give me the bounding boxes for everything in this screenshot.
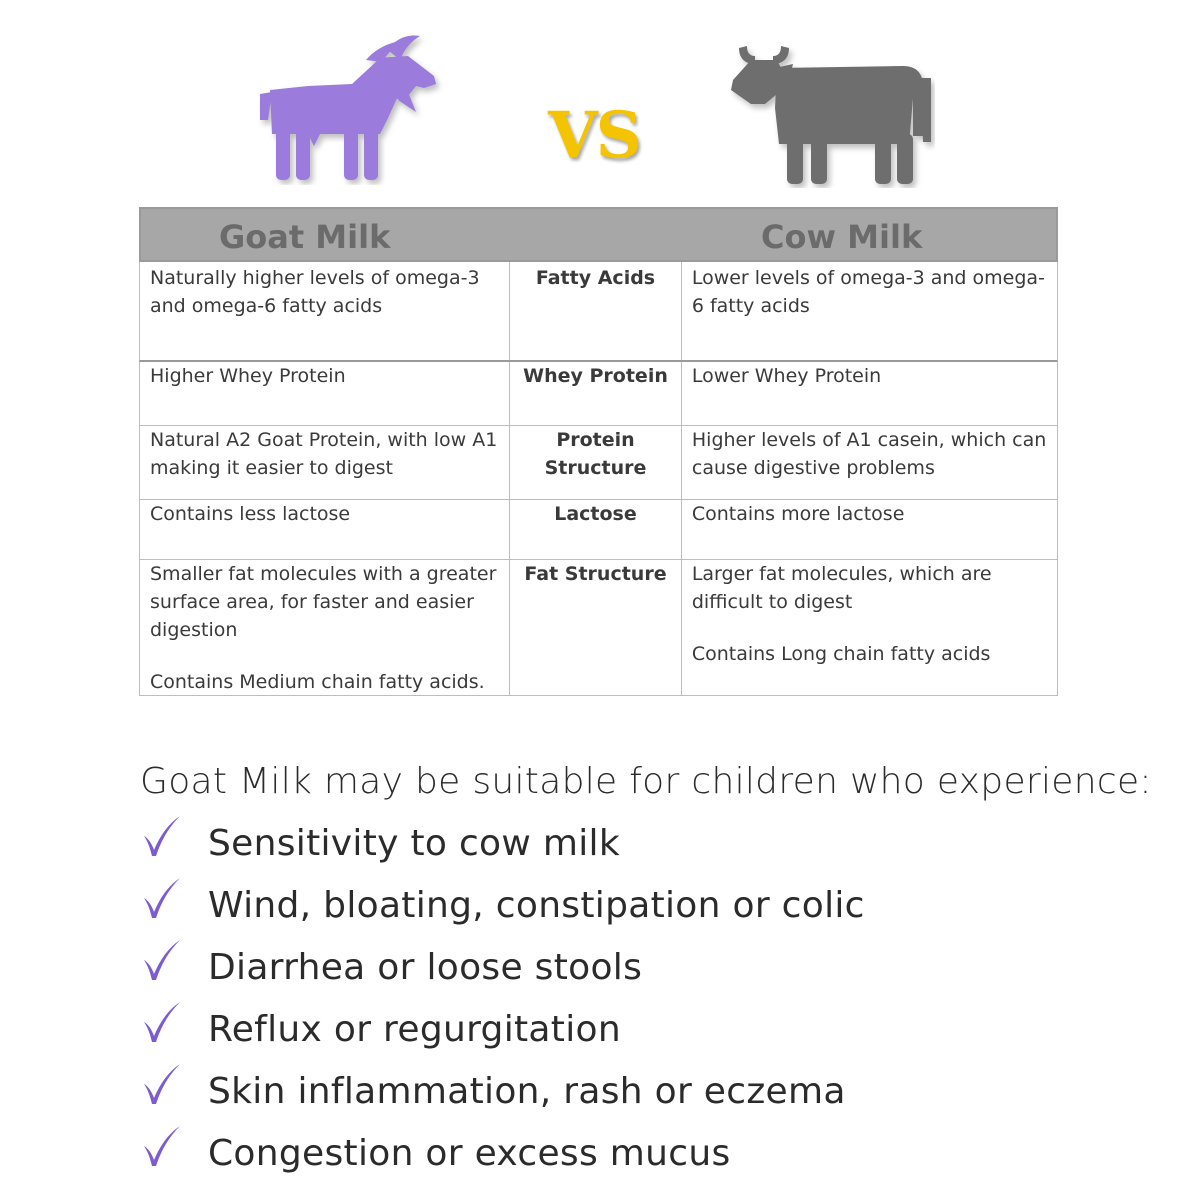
- list-item-label: Reflux or regurgitation: [208, 1009, 621, 1050]
- goat-text: Natural A2 Goat Protein, with low A1 mak…: [150, 429, 498, 479]
- list-item-label: Sensitivity to cow milk: [208, 823, 620, 864]
- list-item-label: Diarrhea or loose stools: [208, 947, 643, 988]
- goat-text: Contains less lactose: [150, 503, 351, 525]
- cow-text: Contains Long chain fatty acids: [691, 643, 991, 665]
- goat-text: Contains Medium chain fatty acids.: [150, 671, 485, 693]
- table-header: Goat Milk Cow Milk: [139, 207, 1058, 262]
- list-item: Congestion or excess mucus: [140, 1122, 1180, 1184]
- cow-cell: Higher levels of A1 casein, which can ca…: [682, 426, 1057, 499]
- cow-text: Lower levels of omega-3 and omega-6 fatt…: [691, 267, 1045, 317]
- table-row: Natural A2 Goat Protein, with low A1 mak…: [139, 426, 1058, 500]
- attribute-cell: Fat Structure: [510, 560, 682, 695]
- attribute-cell: Fatty Acids: [510, 262, 682, 360]
- versus-label: VS: [548, 98, 642, 173]
- checkmark-icon: [144, 878, 180, 918]
- checkmark-icon: [144, 1064, 180, 1104]
- cow-cell: Lower levels of omega-3 and omega-6 fatt…: [682, 262, 1057, 360]
- cow-cell: Lower Whey Protein: [682, 362, 1057, 425]
- attribute-cell: Protein Structure: [510, 426, 682, 499]
- cow-cell: Contains more lactose: [682, 500, 1057, 559]
- list-item: Diarrhea or loose stools: [140, 936, 1180, 998]
- list-item: Sensitivity to cow milk: [140, 812, 1180, 874]
- table-row: Contains less lactose Lactose Contains m…: [139, 500, 1058, 560]
- goat-icon: [260, 35, 436, 180]
- table-row: Naturally higher levels of omega-3 and o…: [139, 262, 1058, 362]
- list-item: Skin inflammation, rash or eczema: [140, 1060, 1180, 1122]
- suitability-intro: Goat Milk may be suitable for children w…: [140, 761, 1152, 802]
- goat-cell: Smaller fat molecules with a greater sur…: [140, 560, 511, 695]
- table-row: Higher Whey Protein Whey Protein Lower W…: [139, 362, 1058, 426]
- goat-cell: Natural A2 Goat Protein, with low A1 mak…: [140, 426, 511, 499]
- checkmark-icon: [144, 816, 180, 856]
- checkmark-icon: [144, 1126, 180, 1166]
- suitability-list: Sensitivity to cow milk Wind, bloating, …: [140, 812, 1180, 1184]
- cow-text: Higher levels of A1 casein, which can ca…: [691, 429, 1047, 479]
- goat-text: Smaller fat molecules with a greater sur…: [150, 563, 497, 641]
- list-item: Reflux or regurgitation: [140, 998, 1180, 1060]
- goat-cell: Contains less lactose: [140, 500, 511, 559]
- checkmark-icon: [144, 1002, 180, 1042]
- list-item-label: Skin inflammation, rash or eczema: [208, 1071, 846, 1112]
- cow-milk-header: Cow Milk: [761, 218, 923, 256]
- cow-text: Contains more lactose: [691, 503, 905, 525]
- checkmark-icon: [144, 940, 180, 980]
- attribute-cell: Whey Protein: [510, 362, 682, 425]
- comparison-hero: VS: [0, 0, 1200, 200]
- cow-text: Lower Whey Protein: [691, 365, 882, 387]
- list-item-label: Congestion or excess mucus: [208, 1133, 731, 1174]
- table-row: Smaller fat molecules with a greater sur…: [139, 560, 1058, 696]
- goat-cell: Higher Whey Protein: [140, 362, 511, 425]
- cow-icon: [731, 46, 931, 184]
- suitability-section: Goat Milk may be suitable for children w…: [140, 758, 1180, 1184]
- goat-text: Naturally higher levels of omega-3 and o…: [150, 267, 480, 317]
- comparison-table: Goat Milk Cow Milk Naturally higher leve…: [139, 207, 1058, 696]
- list-item: Wind, bloating, constipation or colic: [140, 874, 1180, 936]
- list-item-label: Wind, bloating, constipation or colic: [208, 885, 865, 926]
- goat-cell: Naturally higher levels of omega-3 and o…: [140, 262, 511, 360]
- goat-text: Higher Whey Protein: [150, 365, 346, 387]
- cow-text: Larger fat molecules, which are difficul…: [691, 563, 992, 613]
- attribute-cell: Lactose: [510, 500, 682, 559]
- goat-milk-header: Goat Milk: [219, 218, 391, 256]
- cow-cell: Larger fat molecules, which are difficul…: [682, 560, 1057, 695]
